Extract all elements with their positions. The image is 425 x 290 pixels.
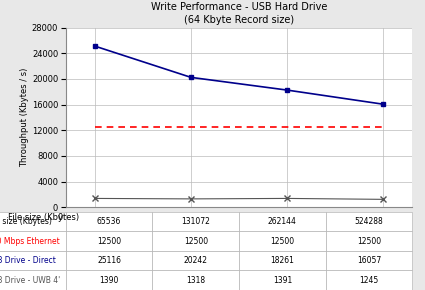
Y-axis label: Throughput (Kbytes / s): Throughput (Kbytes / s) [20,68,29,167]
Line: USB Drive - UWB 4': USB Drive - UWB 4' [92,196,386,202]
Title: Write Performance - USB Hard Drive
(64 Kbyte Record size): Write Performance - USB Hard Drive (64 K… [151,2,327,26]
USB Drive - Direct [381,102,386,106]
USB Drive - UWB 4' [381,197,386,201]
Text: 0: 0 [58,213,63,222]
USB Drive - UWB 4' [92,197,97,200]
100 Mbps Ethernet [92,125,97,129]
USB Drive - UWB 4' [285,197,290,200]
100 Mbps Ethernet [188,125,193,129]
Line: USB Drive - Direct: USB Drive - Direct [92,44,386,107]
USB Drive - Direct [92,44,97,48]
USB Drive - Direct [285,88,290,92]
100 Mbps Ethernet [381,125,386,129]
100 Mbps Ethernet [285,125,290,129]
USB Drive - Direct [188,76,193,79]
USB Drive - UWB 4' [188,197,193,201]
Text: File size (Kbytes): File size (Kbytes) [8,213,79,222]
